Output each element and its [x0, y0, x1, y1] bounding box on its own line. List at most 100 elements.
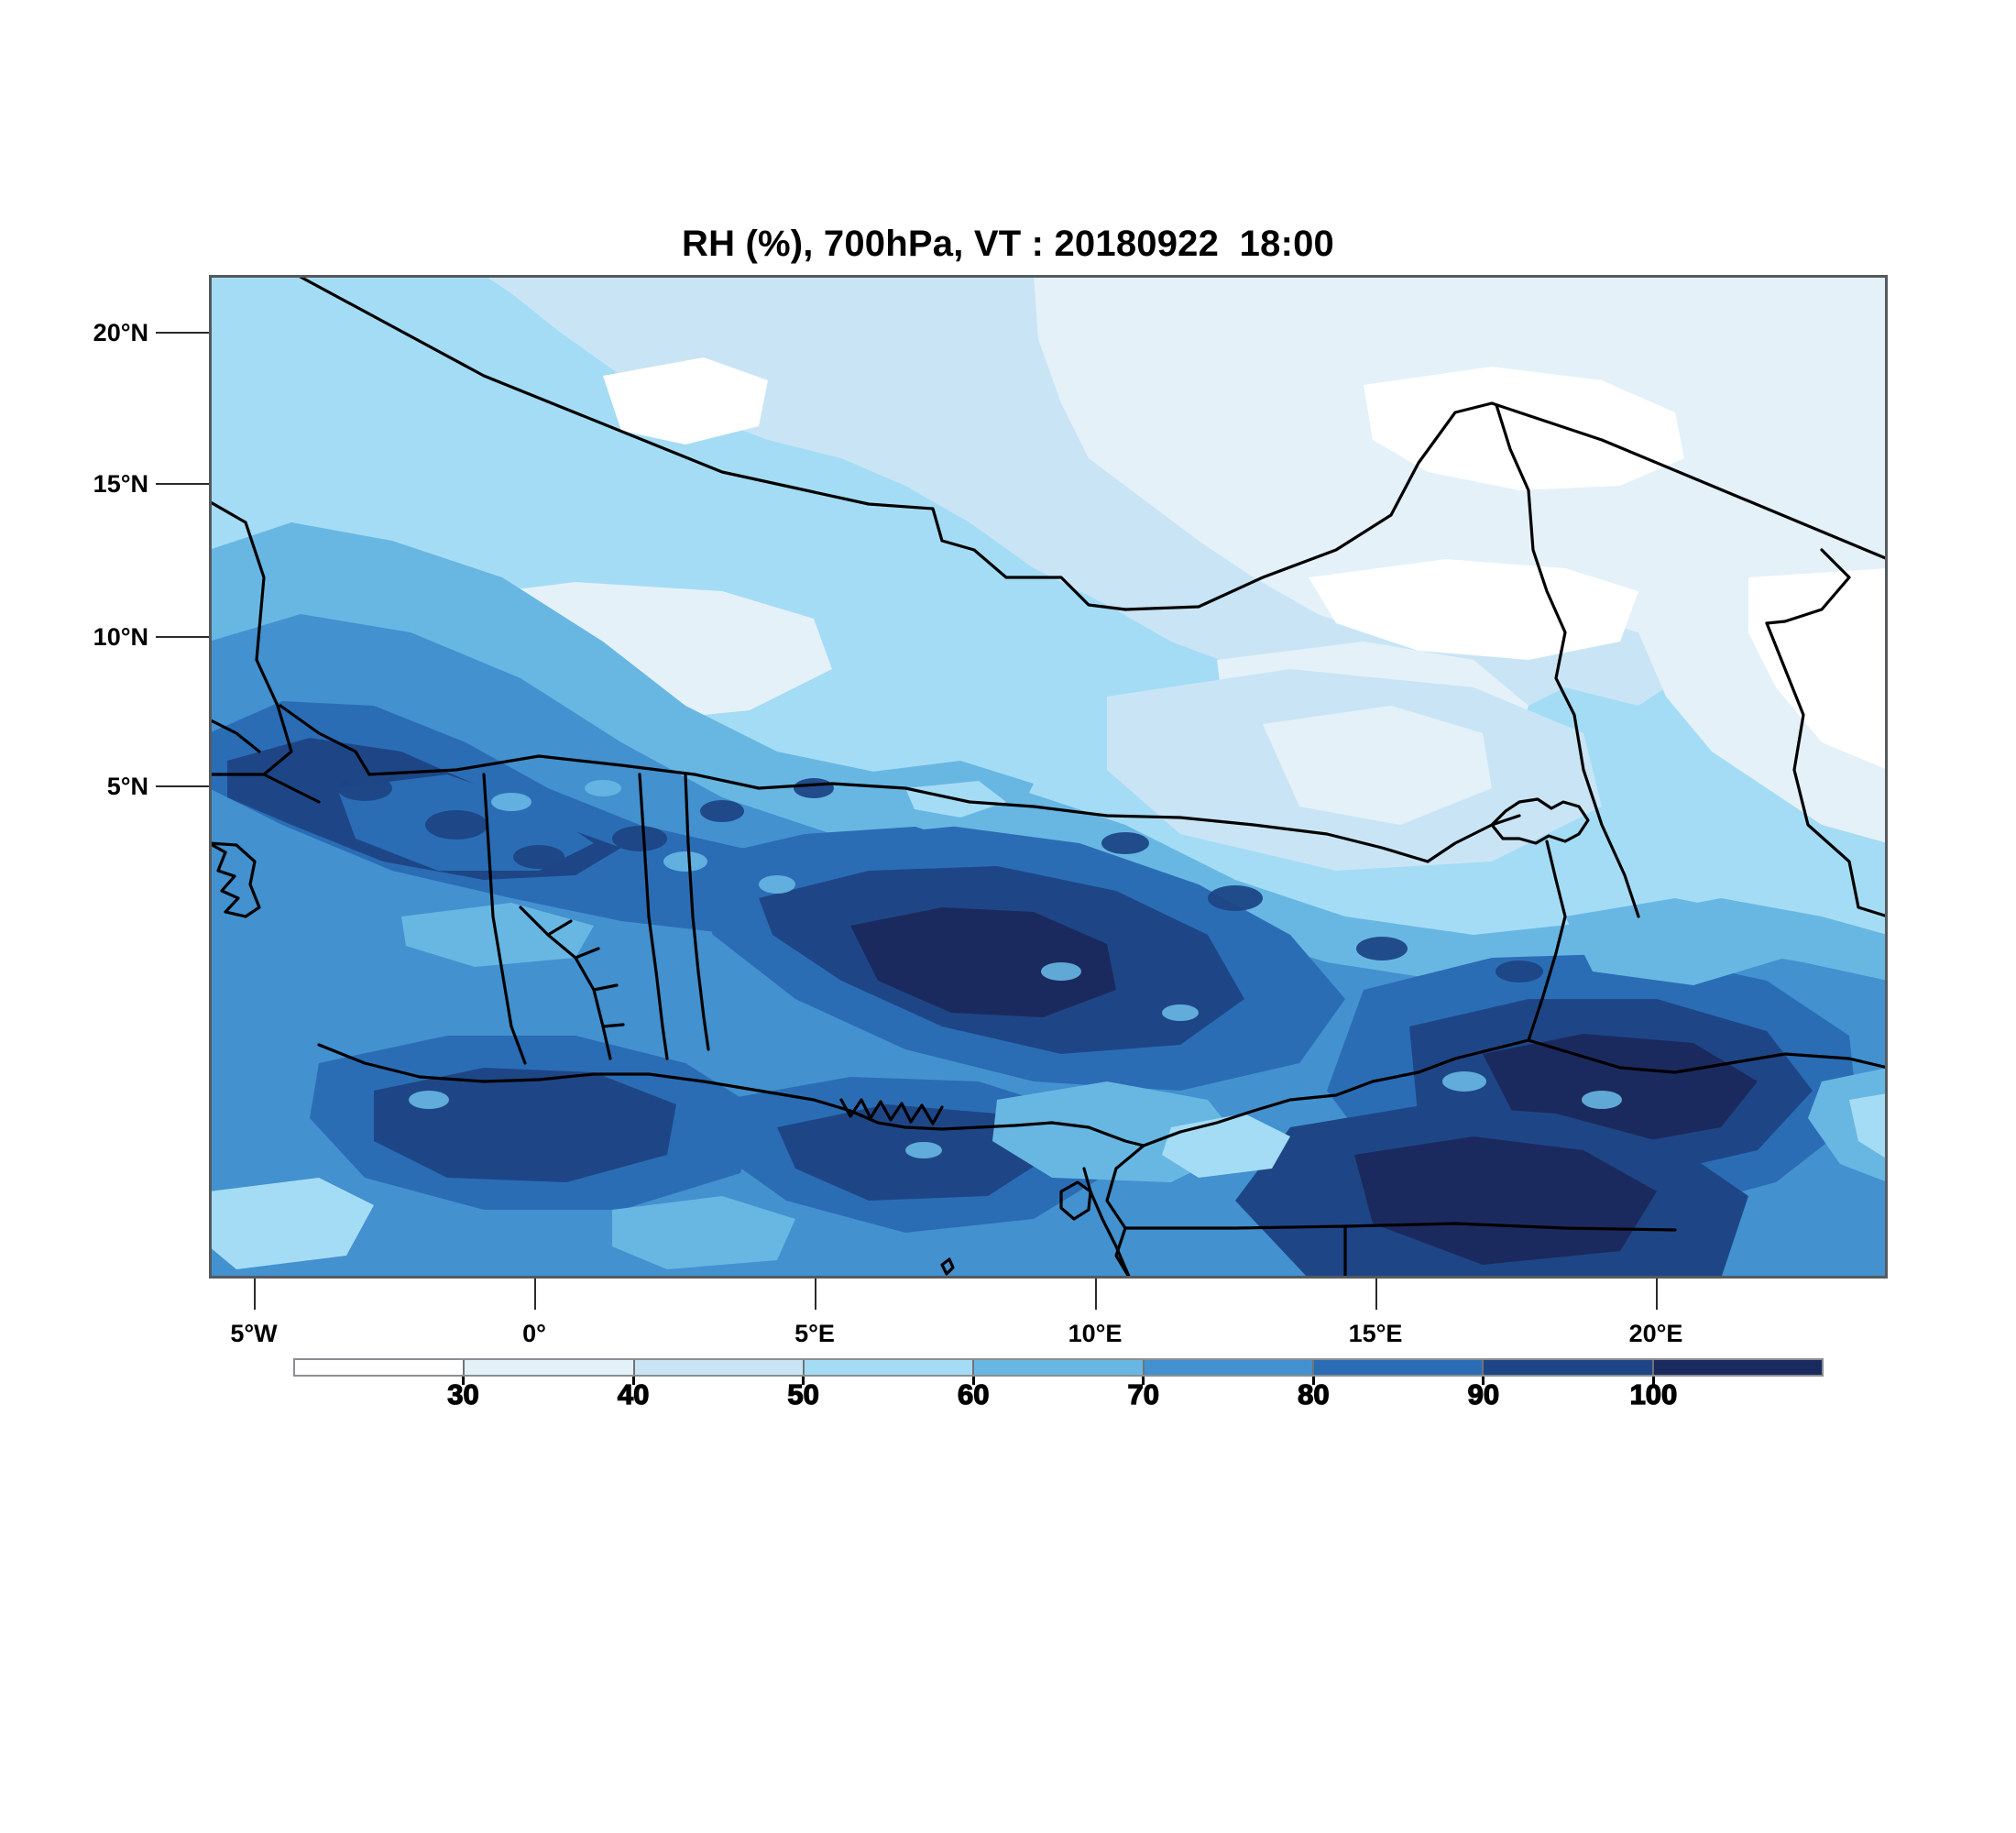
colorbar-tick-40	[631, 1377, 635, 1385]
island-sao-tome	[940, 1257, 955, 1276]
colorbar-tick-label-80: 80	[1297, 1377, 1330, 1410]
border-niger-nigeria	[1032, 805, 1430, 863]
lat-tick-5N	[156, 785, 209, 787]
colorbar-swatch-80-90	[1311, 1360, 1483, 1375]
lon-tick-5W	[254, 1279, 256, 1310]
lat-tick-10N	[156, 636, 209, 638]
lon-tick-10E	[1095, 1279, 1097, 1310]
coast-gulf-of-guinea	[317, 1043, 1145, 1147]
colorbar-tick-label-50: 50	[787, 1377, 820, 1410]
colorbar-swatch-90-100	[1482, 1360, 1652, 1375]
river-volta	[519, 906, 625, 1060]
lat-tick-20N	[156, 332, 209, 334]
colorbar-ticks	[293, 1377, 1824, 1385]
colorbar-swatch-70-80	[1142, 1360, 1312, 1375]
colorbar-tick-50	[802, 1377, 805, 1385]
contour-speckles	[337, 775, 1543, 982]
page-title: RH (%), 700hPa, VT : 20180922 18:00	[681, 224, 1334, 264]
contour-band-100-110-se	[1354, 1136, 1657, 1265]
contour-map-svg	[209, 275, 1888, 1279]
border-cameroon-car	[1527, 1038, 1888, 1074]
contour-band-20-30-c	[1309, 559, 1638, 660]
border-niger-chad	[1495, 403, 1640, 918]
contour-band-20-30-b	[603, 357, 768, 445]
border-nigeria-cameroon	[1142, 1038, 1530, 1147]
border-nigeria-cameroon-2	[1105, 1144, 1145, 1279]
lon-label-15E: 15°E	[1348, 1320, 1403, 1347]
border-nigeria-niger-east	[1426, 814, 1521, 863]
border-mali-senegal	[209, 499, 293, 776]
lon-label-20E: 20°E	[1628, 1320, 1683, 1347]
colorbar[interactable]	[293, 1358, 1824, 1377]
colorbar-tick-90	[1482, 1377, 1485, 1385]
lon-tick-5E	[815, 1279, 816, 1310]
colorbar-swatch-20-30	[295, 1360, 464, 1375]
border-equatorial-guinea	[1123, 1224, 1347, 1279]
border-gabon	[1343, 1222, 1677, 1232]
border-togo-benin	[684, 773, 710, 1051]
colorbar-tick-70	[1142, 1377, 1145, 1385]
colorbar-tick-60	[971, 1377, 975, 1385]
lon-tick-20E	[1656, 1279, 1658, 1310]
lon-tick-0	[534, 1279, 536, 1310]
colorbar-tick-label-90: 90	[1467, 1377, 1500, 1410]
contour-hole-60-70-d	[1808, 1068, 1888, 1182]
contour-hole-60-70-b	[1565, 898, 1785, 985]
border-burkina-niger	[757, 782, 1035, 808]
contour-band-20-30	[1364, 367, 1684, 490]
border-chad-cameroon	[1527, 840, 1567, 1042]
colorbar-tick-label-70: 70	[1127, 1377, 1160, 1410]
colorbar-tick-label-100: 100	[1629, 1377, 1678, 1410]
lon-label-5E: 5°E	[794, 1320, 835, 1347]
lon-label-0: 0°	[522, 1320, 546, 1347]
lon-tick-15E	[1375, 1279, 1377, 1310]
lat-label-15N: 15°N	[93, 470, 148, 498]
colorbar-swatch-40-50	[632, 1360, 803, 1375]
border-mauritania-mali	[295, 275, 1127, 611]
colorbar-tick-label-60: 60	[957, 1377, 990, 1410]
coast-sierra-leone	[209, 841, 261, 918]
border-mali-burkina	[367, 754, 761, 790]
colorbar-tick-80	[1311, 1377, 1315, 1385]
colorbar-tick-label-40: 40	[617, 1377, 650, 1410]
colorbar-tick-label-30: 30	[447, 1377, 480, 1410]
lat-label-5N: 5°N	[106, 773, 148, 800]
lon-label-10E: 10°E	[1068, 1320, 1123, 1347]
contour-hole-50-60-d	[209, 1178, 374, 1269]
contour-band-30-40-e	[1263, 706, 1492, 825]
island-bioko	[1059, 1180, 1092, 1221]
colorbar-labels: 30 40 50 60 70 80 90 100	[293, 1377, 1824, 1419]
lon-label-5W: 5°W	[230, 1320, 278, 1347]
coast-senegal	[209, 718, 261, 753]
colorbar-tick-100	[1651, 1377, 1655, 1385]
coastline-border-layer	[209, 275, 1888, 1279]
colorbar-swatch-60-70	[972, 1360, 1143, 1375]
contour-hole-60-70-e	[401, 903, 594, 967]
contour-band-90-100-gulf	[374, 1068, 676, 1182]
border-civ-ghana	[482, 773, 527, 1065]
border-sudan-chad	[1765, 548, 1851, 625]
contour-band-100-110-center	[850, 907, 1116, 1017]
border-ghana-togo	[638, 773, 669, 1060]
map-plot-area[interactable]	[209, 275, 1888, 1279]
coast-cameroon-south	[1082, 1167, 1132, 1279]
colorbar-swatch-50-60	[802, 1360, 973, 1375]
filled-contour-layer	[209, 275, 1888, 1279]
lat-label-20N: 20°N	[93, 319, 148, 346]
lat-label-10N: 10°N	[93, 623, 148, 651]
contour-band-20-30-e	[1748, 568, 1888, 770]
coast-west-africa	[262, 773, 321, 804]
border-algeria-mali	[1123, 401, 1494, 611]
colorbar-swatch-100-110	[1651, 1360, 1822, 1375]
colorbar-swatch-30-40	[463, 1360, 633, 1375]
border-car-east	[1765, 621, 1888, 918]
lake-chad	[1490, 797, 1590, 845]
colorbar-tick-30	[462, 1377, 466, 1385]
contour-hole-60-70-f	[612, 1196, 795, 1269]
border-algeria-niger	[1490, 401, 1888, 561]
contour-speckles-light	[409, 780, 1622, 1158]
contour-hole-50-60-c	[1849, 1093, 1888, 1159]
coast-niger-delta	[839, 1098, 944, 1125]
lat-tick-15N	[156, 483, 209, 485]
